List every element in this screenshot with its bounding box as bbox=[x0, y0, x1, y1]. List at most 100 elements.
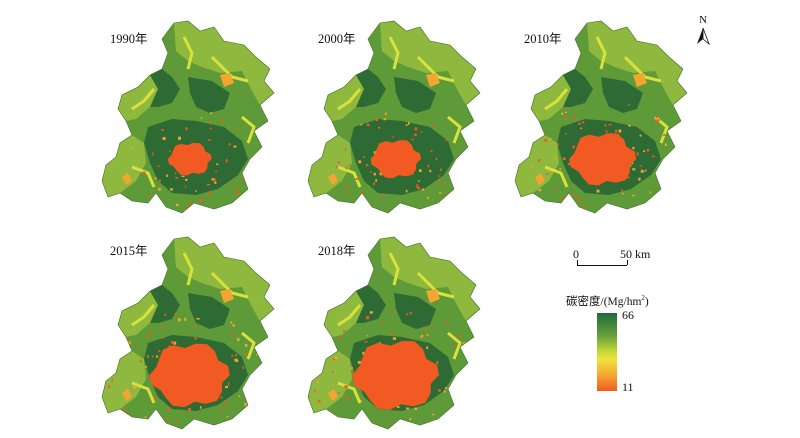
dense-vegetation-zone bbox=[394, 293, 436, 329]
year-label-2010: 2010年 bbox=[524, 32, 562, 46]
urban-fringe-speckles bbox=[130, 112, 250, 210]
scale-end-label: 50 km bbox=[620, 247, 651, 261]
map-panel-2018 bbox=[298, 228, 498, 438]
north-arrow: N bbox=[693, 14, 713, 48]
north-label: N bbox=[699, 14, 707, 26]
beijing-carbon-map-2018 bbox=[307, 236, 481, 430]
region-border bbox=[307, 20, 481, 214]
beijing-carbon-map-2010 bbox=[514, 20, 688, 214]
low-carbon-patch bbox=[220, 73, 234, 87]
dense-vegetation-zone bbox=[394, 77, 436, 113]
scale-tick-left bbox=[577, 260, 578, 265]
dense-vegetation-zone bbox=[601, 77, 643, 113]
low-density-strip bbox=[241, 331, 256, 360]
urban-core bbox=[149, 343, 230, 408]
low-carbon-patch bbox=[426, 73, 440, 87]
low-density-strip bbox=[416, 55, 455, 83]
low-density-strip bbox=[595, 36, 607, 70]
low-density-strip bbox=[182, 36, 194, 70]
low-density-strip bbox=[131, 304, 156, 327]
legend-title-close: ) bbox=[644, 296, 649, 308]
urban-core bbox=[167, 142, 212, 176]
light-vegetation-zone bbox=[308, 135, 352, 197]
low-density-strip bbox=[544, 88, 569, 111]
light-vegetation-zone bbox=[380, 237, 462, 289]
scale-tick-right bbox=[627, 260, 628, 265]
light-vegetation-zone bbox=[380, 21, 462, 73]
low-density-strip bbox=[337, 304, 362, 327]
light-vegetation-zone bbox=[448, 273, 480, 321]
scale-bar: 0 50 km bbox=[572, 246, 682, 276]
north-arrow-icon bbox=[697, 27, 710, 46]
low-carbon-patch bbox=[220, 289, 234, 303]
map-panel-2010 bbox=[505, 12, 705, 222]
low-density-strip bbox=[182, 252, 194, 286]
dense-vegetation-zone bbox=[188, 293, 230, 329]
map-panel-1990 bbox=[92, 12, 292, 222]
region-border bbox=[101, 236, 275, 430]
low-density-strip bbox=[447, 115, 462, 144]
light-vegetation-zone bbox=[308, 351, 352, 413]
light-vegetation-zone bbox=[102, 135, 146, 197]
urban-core bbox=[370, 140, 421, 179]
legend-title-sup: 2 bbox=[641, 294, 645, 303]
legend-min-label: 11 bbox=[622, 380, 634, 394]
map-panel-2000 bbox=[298, 12, 498, 222]
low-density-strip bbox=[623, 55, 662, 83]
low-density-strip bbox=[337, 381, 362, 404]
light-vegetation-zone bbox=[102, 351, 146, 413]
low-carbon-patch bbox=[122, 389, 132, 401]
low-carbon-patch bbox=[426, 289, 440, 303]
year-label-2015: 2015年 bbox=[110, 244, 148, 258]
year-label-1990: 1990年 bbox=[110, 32, 148, 46]
region-border bbox=[307, 236, 481, 430]
region-border bbox=[514, 20, 688, 214]
legend-color-bar bbox=[597, 313, 617, 391]
low-carbon-patch bbox=[535, 173, 545, 185]
dense-vegetation-zone bbox=[356, 69, 386, 107]
region-border bbox=[101, 20, 275, 214]
dense-vegetation-zone bbox=[150, 285, 180, 323]
low-density-strip bbox=[388, 36, 400, 70]
dense-vegetation-zone bbox=[188, 77, 230, 113]
light-vegetation-zone bbox=[242, 273, 274, 321]
dense-vegetation-zone bbox=[563, 69, 593, 107]
low-carbon-patch bbox=[328, 173, 338, 185]
legend-max-label: 66 bbox=[622, 308, 634, 322]
low-density-strip bbox=[210, 271, 249, 299]
low-density-strip bbox=[337, 88, 362, 111]
legend-title: 碳密度/(Mg/hm2) bbox=[566, 293, 649, 309]
low-density-strip bbox=[447, 331, 462, 360]
year-label-2000: 2000年 bbox=[318, 32, 356, 46]
light-vegetation-zone bbox=[448, 57, 480, 105]
low-density-strip bbox=[416, 271, 455, 299]
beijing-carbon-map-2015 bbox=[101, 236, 275, 430]
light-vegetation-zone bbox=[118, 291, 158, 337]
low-carbon-patch bbox=[328, 389, 338, 401]
light-vegetation-zone bbox=[324, 75, 364, 121]
light-vegetation-zone bbox=[174, 21, 256, 73]
urban-core bbox=[569, 133, 637, 186]
scale-line bbox=[577, 265, 627, 266]
light-vegetation-zone bbox=[242, 57, 274, 105]
low-density-strip bbox=[337, 165, 362, 188]
light-vegetation-zone bbox=[174, 237, 256, 289]
dense-vegetation-zone bbox=[356, 285, 386, 323]
low-density-strip bbox=[210, 55, 249, 83]
year-label-2018: 2018年 bbox=[318, 244, 356, 258]
light-vegetation-zone bbox=[531, 75, 571, 121]
light-vegetation-zone bbox=[587, 21, 669, 73]
low-density-strip bbox=[544, 165, 569, 188]
low-carbon-patch bbox=[122, 173, 132, 185]
low-density-strip bbox=[131, 381, 156, 404]
light-vegetation-zone bbox=[655, 57, 687, 105]
beijing-carbon-map-1990 bbox=[101, 20, 275, 214]
light-vegetation-zone bbox=[324, 291, 364, 337]
urban-core bbox=[352, 341, 439, 410]
legend-title-text: 碳密度/(Mg/hm bbox=[566, 296, 642, 308]
low-density-strip bbox=[131, 165, 156, 188]
low-carbon-patch bbox=[633, 73, 647, 87]
dense-vegetation-zone bbox=[150, 69, 180, 107]
low-density-strip bbox=[131, 88, 156, 111]
light-vegetation-zone bbox=[515, 135, 559, 197]
